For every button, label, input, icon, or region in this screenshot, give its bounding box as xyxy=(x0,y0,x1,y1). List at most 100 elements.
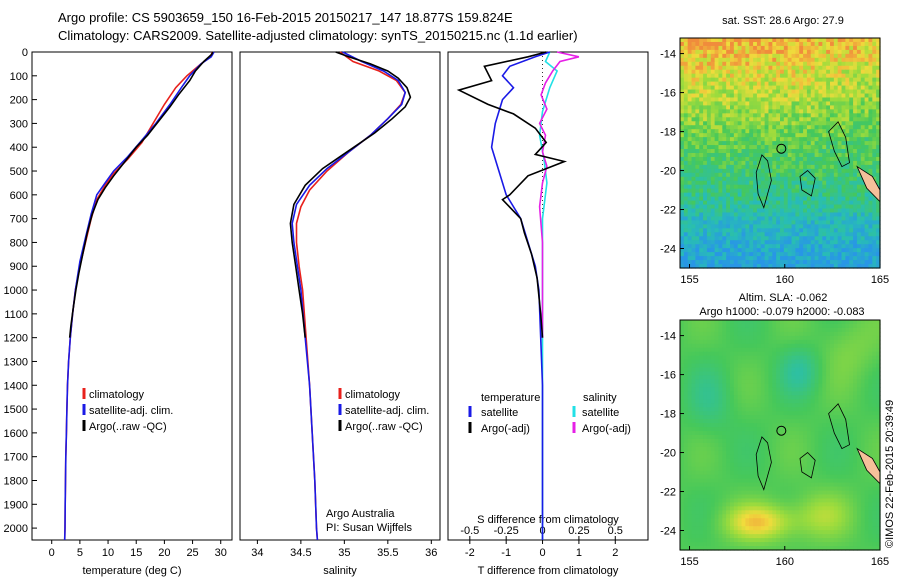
sst-cell xyxy=(764,216,770,222)
sst-cell xyxy=(745,212,750,218)
sst-cell xyxy=(726,224,731,229)
sst-cell xyxy=(776,121,781,126)
sst-cell xyxy=(876,240,881,245)
sla-cell xyxy=(756,423,762,428)
sst-cell xyxy=(722,208,727,214)
sst-cell xyxy=(737,196,743,202)
sst-cell xyxy=(691,232,696,237)
sst-cell xyxy=(695,172,700,178)
sst-cell xyxy=(853,164,858,170)
sst-cell xyxy=(826,133,831,138)
sst-cell xyxy=(853,49,858,55)
sst-cell xyxy=(749,38,754,43)
sst-cell xyxy=(726,49,731,55)
sst-cell xyxy=(730,240,735,245)
sst-cell xyxy=(741,149,746,154)
sla-cell xyxy=(768,411,773,416)
sst-cell xyxy=(745,184,750,190)
sst-cell xyxy=(706,252,712,257)
sst-cell xyxy=(722,117,727,122)
sla-cell xyxy=(876,395,881,400)
sst-cell xyxy=(714,192,720,198)
sal-series-line xyxy=(289,51,412,338)
sla-cell xyxy=(849,411,854,416)
sst-cell xyxy=(872,69,877,75)
sst-cell xyxy=(772,133,777,138)
sst-cell xyxy=(756,224,762,229)
sst-cell xyxy=(814,153,820,158)
sla-cell xyxy=(780,450,785,456)
sst-cell xyxy=(795,105,800,110)
sst-cell xyxy=(791,212,796,218)
sst-cell xyxy=(733,244,739,249)
sst-cell xyxy=(791,77,796,83)
sst-cell xyxy=(780,252,785,257)
sla-cell xyxy=(687,419,693,424)
sst-cell xyxy=(787,141,793,146)
sst-cell xyxy=(699,232,704,237)
sst-cell xyxy=(737,224,743,229)
sla-cell xyxy=(818,395,823,400)
sst-cell xyxy=(703,260,708,265)
sla-cell xyxy=(860,339,866,345)
sst-cell xyxy=(768,236,773,241)
sst-cell xyxy=(872,38,877,43)
sst-cell xyxy=(680,49,685,55)
sla-cell xyxy=(830,435,835,440)
sst-cell xyxy=(760,172,766,178)
sst-cell xyxy=(726,45,731,51)
sst-cell xyxy=(741,232,746,237)
sla-cell xyxy=(753,355,758,361)
sla-cell xyxy=(714,355,720,361)
sla-cell xyxy=(868,339,873,345)
sst-cell xyxy=(730,204,735,210)
sal-annotation-2: PI: Susan Wijffels xyxy=(326,522,412,534)
sst-cell xyxy=(872,248,877,253)
sst-cell xyxy=(806,256,812,261)
sst-cell xyxy=(695,168,700,174)
sst-cell xyxy=(799,212,804,218)
sst-cell xyxy=(822,184,827,190)
sst-cell xyxy=(687,220,693,225)
sst-cell xyxy=(795,113,800,118)
sst-cell xyxy=(791,105,796,110)
sst-cell xyxy=(722,125,727,130)
sst-cell xyxy=(818,137,823,142)
sst-cell xyxy=(830,168,835,174)
sla-cell xyxy=(680,450,685,456)
sst-cell xyxy=(699,200,704,206)
sla-cell xyxy=(772,323,777,329)
sst-cell xyxy=(864,208,870,214)
sla-cell xyxy=(780,339,785,345)
sla-cell xyxy=(818,339,823,345)
sst-cell xyxy=(868,113,873,118)
sla-cell xyxy=(699,427,704,432)
sst-cell xyxy=(822,93,827,99)
sla-cell xyxy=(776,387,781,392)
sla-cell xyxy=(726,331,731,337)
sst-cell xyxy=(726,252,731,257)
sst-cell xyxy=(872,149,877,154)
sla-cell xyxy=(783,454,789,460)
sst-cell xyxy=(830,184,835,190)
sst-cell xyxy=(722,252,727,257)
sst-cell xyxy=(830,85,835,91)
sst-cell xyxy=(756,38,762,43)
sla-cell xyxy=(795,411,800,416)
sst-cell xyxy=(810,168,816,174)
sla-cell xyxy=(810,415,816,420)
sst-cell xyxy=(826,236,831,241)
sst-cell xyxy=(876,38,881,43)
sla-cell xyxy=(876,419,881,424)
sst-cell xyxy=(826,153,831,158)
sst-cell xyxy=(749,236,754,241)
sst-cell xyxy=(737,160,743,166)
sst-cell xyxy=(768,117,773,122)
sla-cell xyxy=(687,431,693,436)
sla-cell xyxy=(810,339,816,345)
sst-cell xyxy=(687,109,693,114)
sst-cell xyxy=(706,180,712,186)
sla-cell xyxy=(864,343,870,349)
sst-cell xyxy=(730,216,735,222)
sst-cell xyxy=(833,248,839,253)
